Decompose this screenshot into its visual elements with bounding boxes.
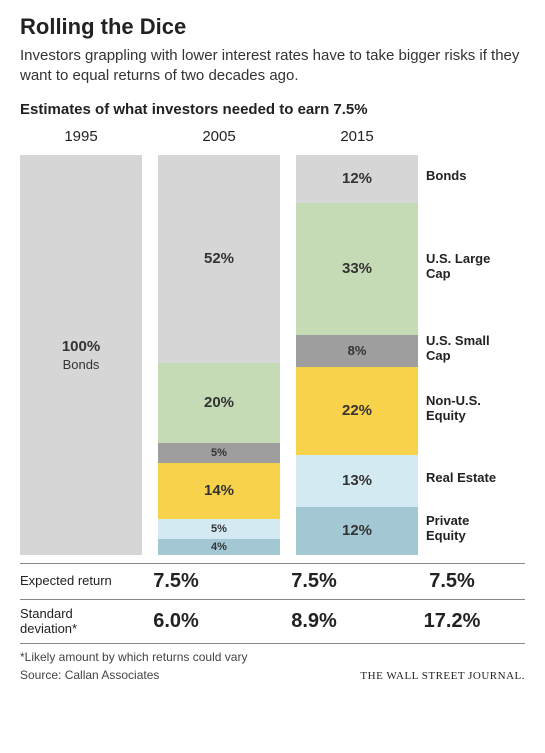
legend-item: Private Equity (418, 505, 508, 553)
year-label: 2005 (202, 128, 235, 145)
legend: Private EquityReal EstateNon-U.S. Equity… (418, 153, 508, 553)
stat-label: Standard deviation* (20, 606, 115, 637)
year-label: 2015 (340, 128, 373, 145)
segment-sublabel: Bonds (63, 357, 100, 372)
legend-item: U.S. Large Cap (418, 201, 508, 333)
stacked-bar-chart: 1995100%Bonds20054%5%14%5%20%52%201512%1… (20, 128, 525, 555)
segment-value: 13% (342, 472, 372, 489)
bar-segment: 52% (158, 155, 280, 363)
chart-subtitle: Investors grappling with lower interest … (20, 46, 525, 87)
chart-title: Rolling the Dice (20, 14, 525, 40)
bar-segment: 22% (296, 367, 418, 455)
bar-column: 2005 4% 5% 14% 5% 20% 52% (158, 128, 280, 555)
stat-value: 7.5% (391, 570, 513, 593)
bar-segment: 20% (158, 363, 280, 443)
segment-value: 100% (62, 338, 100, 355)
bar-segment: 14% (158, 463, 280, 519)
segment-value: 20% (204, 394, 234, 411)
bar-segment: 5% (158, 519, 280, 539)
legend-item: Bonds (418, 153, 508, 201)
legend-item: Real Estate (418, 453, 508, 505)
stat-row: Expected return7.5%7.5%7.5% (20, 563, 525, 599)
bar-segment: 100% Bonds (20, 155, 142, 555)
bar-segment: 12% (296, 155, 418, 203)
bar-segment: 5% (158, 443, 280, 463)
segment-value: 12% (342, 170, 372, 187)
segment-value: 33% (342, 260, 372, 277)
segment-value: 4% (211, 541, 227, 553)
stats-table: Expected return7.5%7.5%7.5%Standard devi… (20, 563, 525, 644)
legend-item: Non-U.S. Equity (418, 365, 508, 453)
segment-value: 8% (348, 343, 367, 358)
bar-segment: 12% (296, 507, 418, 555)
stat-value: 8.9% (253, 610, 375, 633)
stat-value: 7.5% (253, 570, 375, 593)
stat-value: 6.0% (115, 610, 237, 633)
source-line: Source: Callan Associates (20, 668, 159, 682)
chart-section-title: Estimates of what investors needed to ea… (20, 101, 525, 118)
stat-row: Standard deviation*6.0% 8.9% 17.2% (20, 599, 525, 644)
bar-column: 2015 12% 13% 22% 8% 33% 12% (296, 128, 418, 555)
year-label: 1995 (64, 128, 97, 145)
stat-value: 7.5% (115, 570, 237, 593)
bar-segment: 8% (296, 335, 418, 367)
segment-value: 5% (211, 523, 227, 535)
segment-value: 14% (204, 482, 234, 499)
segment-value: 5% (211, 447, 227, 459)
segment-value: 12% (342, 522, 372, 539)
segment-value: 22% (342, 402, 372, 419)
publisher-brand: THE WALL STREET JOURNAL. (360, 670, 525, 682)
bar-segment: 33% (296, 203, 418, 335)
stacked-bar: 4% 5% 14% 5% 20% 52% (158, 155, 280, 555)
legend-item: U.S. Small Cap (418, 333, 508, 365)
bar-segment: 13% (296, 455, 418, 507)
stacked-bar: 100% Bonds (20, 155, 142, 555)
stat-label: Expected return (20, 573, 115, 589)
segment-value: 52% (204, 250, 234, 267)
stacked-bar: 12% 13% 22% 8% 33% 12% (296, 155, 418, 555)
footnote: *Likely amount by which returns could va… (20, 650, 525, 664)
stat-value: 17.2% (391, 610, 513, 633)
bar-segment: 4% (158, 539, 280, 555)
bar-column: 1995 100% Bonds (20, 128, 142, 555)
